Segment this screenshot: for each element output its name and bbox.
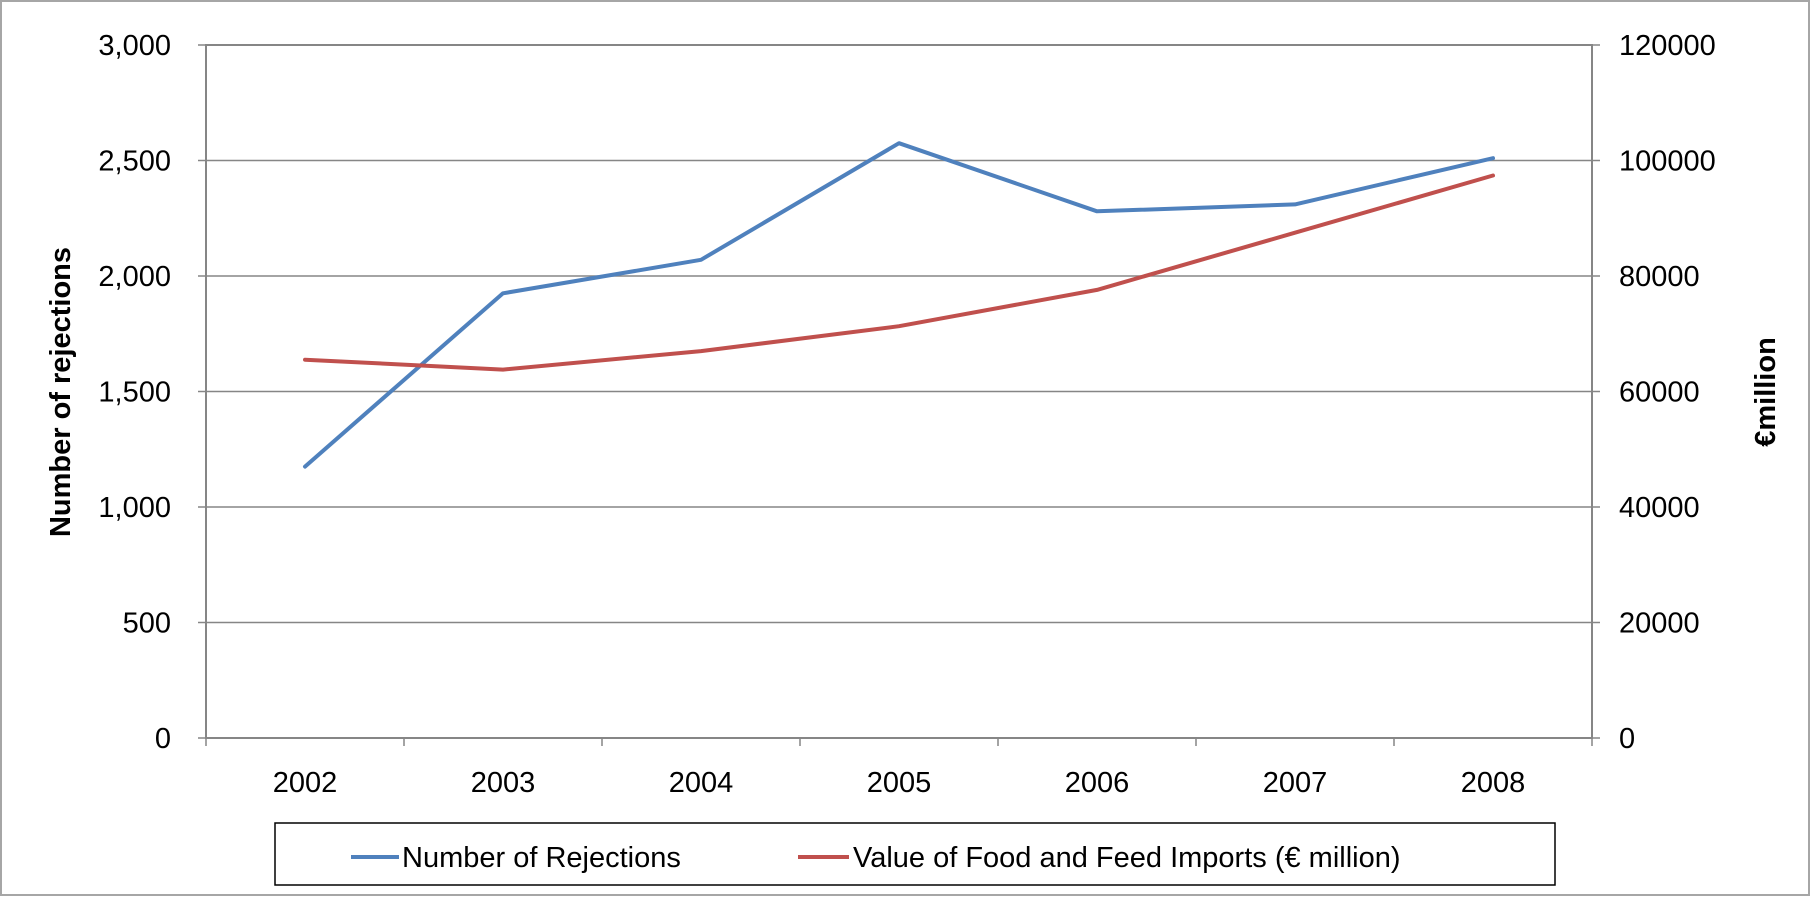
series [303, 141, 1495, 469]
axes: 0 0 500 20000 1,000 40000 1,500 60000 2,000 80000… [98, 30, 1715, 799]
x-tick-label: 2003 [471, 767, 536, 799]
legend-label-rejections: Number of Rejections [402, 842, 681, 874]
y2-tick-label: 0 [1619, 723, 1635, 755]
x-tick-label: 2002 [273, 767, 338, 799]
y-axis-title: Number of rejections [45, 247, 77, 537]
y-tick-label: 2,500 [98, 146, 171, 178]
series-line-imports [303, 173, 1495, 372]
y-tick-label: 1,500 [98, 377, 171, 409]
y-tick-label: 500 [123, 608, 171, 640]
y2-tick-label: 40000 [1619, 492, 1700, 524]
legend-label-imports: Value of Food and Feed Imports (€ millio… [853, 842, 1401, 874]
x-tick-label: 2007 [1263, 767, 1328, 799]
y-tick-label: 1,000 [98, 492, 171, 524]
y2-tick-label: 100000 [1619, 146, 1716, 178]
y-tick-label: 3,000 [98, 30, 171, 62]
x-tick-label: 2005 [867, 767, 932, 799]
legend-box [274, 822, 1556, 886]
y2-axis-title: €million [1750, 337, 1782, 447]
y-tick-label: 2,000 [98, 261, 171, 293]
y2-tick-label: 20000 [1619, 608, 1700, 640]
x-tick-label: 2004 [669, 767, 734, 799]
x-tick-label: 2008 [1461, 767, 1526, 799]
y2-tick-label: 80000 [1619, 261, 1700, 293]
y2-tick-label: 60000 [1619, 377, 1700, 409]
grid-lines [206, 159, 1592, 624]
series-line-rejections [303, 141, 1495, 469]
y-tick-label: 0 [155, 723, 171, 755]
y2-tick-label: 120000 [1619, 30, 1716, 62]
x-tick-label: 2006 [1065, 767, 1130, 799]
legend: Number of Rejections Value of Food and F… [274, 822, 1556, 886]
